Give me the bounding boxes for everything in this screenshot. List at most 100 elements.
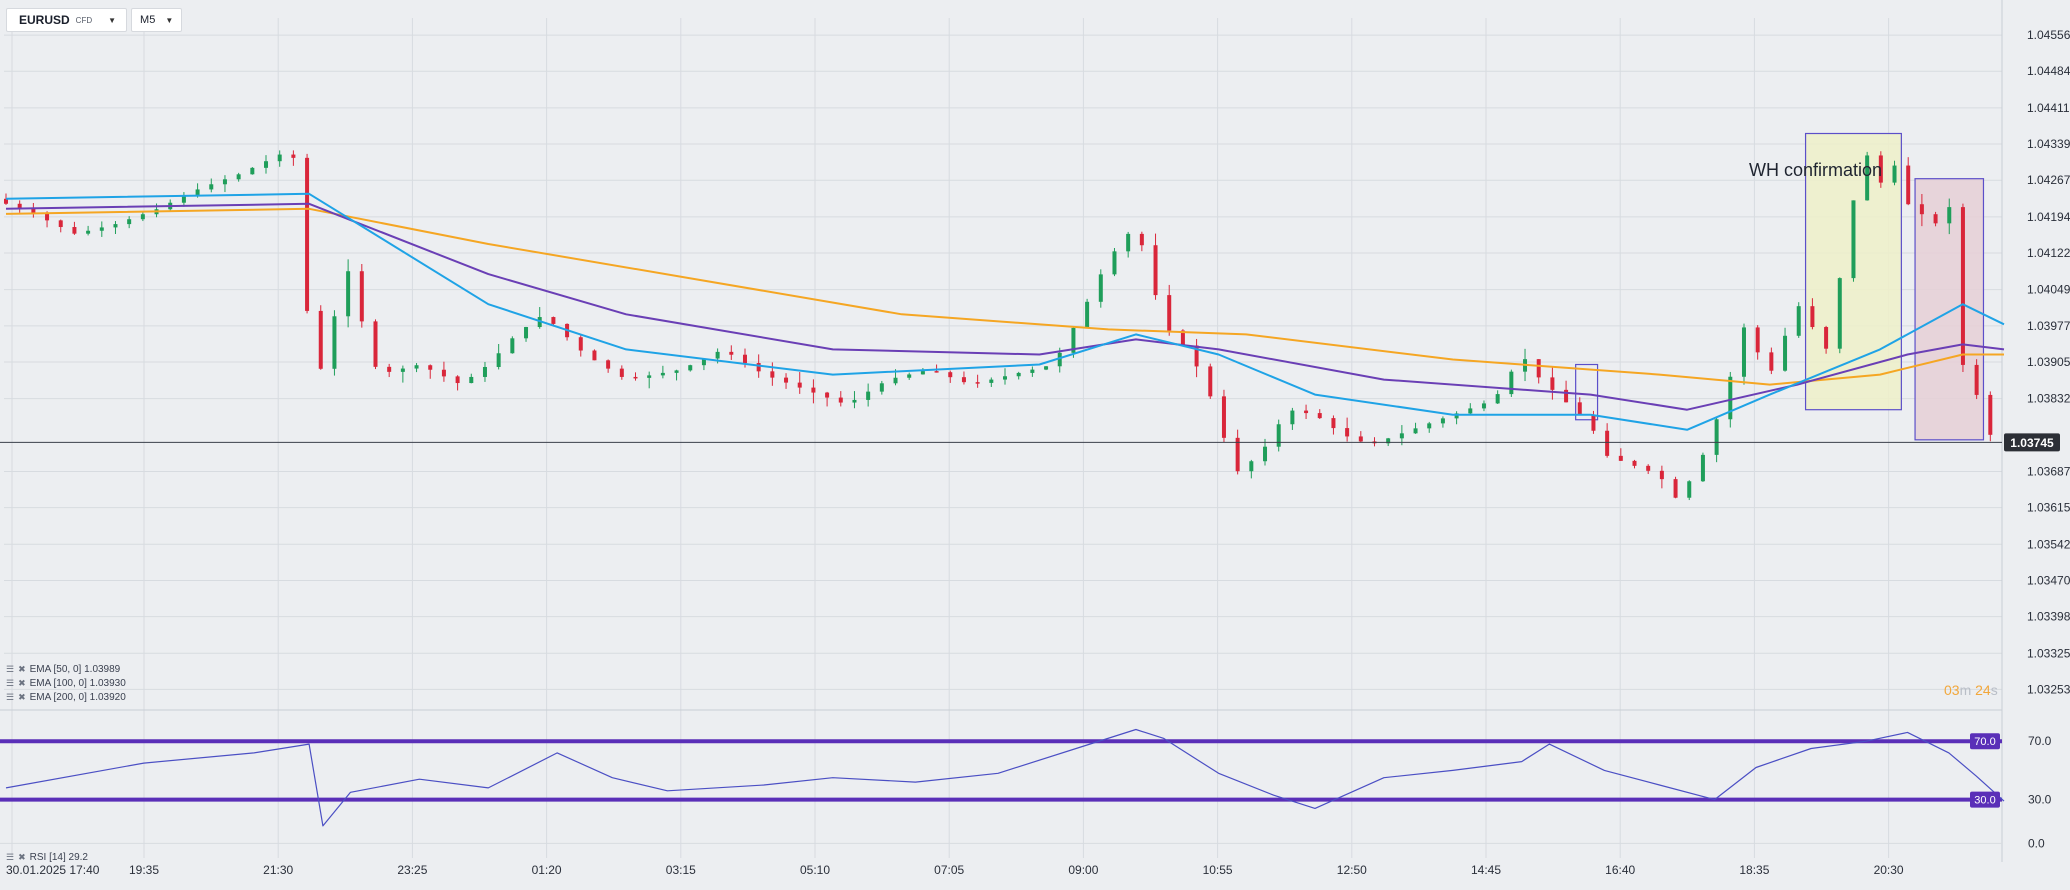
- close-icon[interactable]: ✖: [18, 852, 26, 862]
- candle: [852, 391, 857, 409]
- candle: [1865, 151, 1870, 201]
- price-tick-label: 1.03615: [2027, 501, 2070, 515]
- current-price-line: 1.03745: [0, 433, 2060, 452]
- settings-icon[interactable]: ☰: [6, 692, 15, 702]
- close-icon[interactable]: ✖: [18, 664, 26, 674]
- candle: [1878, 151, 1883, 188]
- candle: [1427, 421, 1432, 433]
- candle: [1837, 277, 1842, 354]
- timeframe-selector[interactable]: M5 ▼: [131, 8, 183, 32]
- candle: [920, 368, 925, 375]
- candle: [961, 371, 966, 385]
- time-tick-label: 14:45: [1471, 863, 1501, 877]
- candle: [1221, 389, 1226, 443]
- price-tick-label: 1.03687: [2027, 464, 2070, 478]
- legend-ema200[interactable]: ☰ ✖ EMA [200, 0] 1.03920: [6, 692, 126, 703]
- instrument-type: CFD: [75, 15, 93, 25]
- candle: [1263, 438, 1268, 466]
- candle: [1687, 480, 1692, 501]
- candle: [1139, 231, 1144, 252]
- candle: [4, 193, 8, 205]
- close-icon[interactable]: ✖: [18, 678, 26, 688]
- candle: [811, 379, 816, 404]
- candle: [825, 391, 830, 407]
- candle: [1358, 431, 1363, 443]
- symbol-name: EURUSD: [19, 13, 70, 27]
- candle: [1933, 211, 1938, 227]
- candle: [592, 349, 597, 361]
- timeframe-value: M5: [140, 14, 156, 26]
- candle: [1481, 400, 1486, 412]
- candle: [387, 363, 392, 378]
- candle: [1919, 193, 1924, 227]
- time-tick-label: 19:35: [129, 863, 159, 877]
- candle: [113, 221, 118, 234]
- candle: [1783, 327, 1788, 372]
- legend-rsi[interactable]: ☰ ✖ RSI [14] 29.2: [6, 852, 88, 863]
- candle: [1796, 302, 1801, 338]
- symbol-selector[interactable]: EURUSD CFD ▼: [6, 8, 128, 32]
- candle: [1851, 200, 1856, 282]
- rsi-tick-label: 30.0: [2028, 793, 2052, 807]
- wh-confirmation-annotation: WH confirmation: [1749, 160, 1883, 180]
- candle: [688, 364, 693, 372]
- candle: [400, 365, 405, 383]
- time-tick-label: 30.01.2025 17:40: [6, 863, 100, 877]
- time-tick-label: 18:35: [1739, 863, 1769, 877]
- rsi-overbought-badge-label: 70.0: [1974, 736, 1995, 748]
- candle: [1714, 416, 1719, 463]
- settings-icon[interactable]: ☰: [6, 678, 15, 688]
- candle: [346, 259, 351, 328]
- candle: [1208, 363, 1213, 399]
- candle: [1030, 366, 1035, 377]
- price-tick-label: 1.03905: [2027, 355, 2070, 369]
- price-tick-label: 1.04484: [2027, 64, 2070, 78]
- candle: [1044, 366, 1049, 371]
- axis-labels: 1.04556 1.04484 1.04411 1.04339 1.04267 1.041…: [6, 28, 2070, 877]
- price-tick-label: 1.04049: [2027, 283, 2070, 297]
- candle: [1304, 404, 1309, 420]
- price-tick-label: 1.04194: [2027, 210, 2070, 224]
- legend-ema50[interactable]: ☰ ✖ EMA [50, 0] 1.03989: [6, 664, 120, 675]
- candle: [797, 372, 802, 394]
- caret-down-icon: ▼: [165, 15, 174, 25]
- candle: [701, 358, 706, 371]
- timer-minutes: 03: [1944, 682, 1960, 698]
- rsi-tick-label: 0.0: [2028, 836, 2045, 850]
- candle: [305, 153, 310, 314]
- candle: [250, 167, 255, 175]
- price-tick-label: 1.04556: [2027, 28, 2070, 42]
- settings-icon[interactable]: ☰: [6, 852, 15, 862]
- candle: [1345, 417, 1350, 442]
- candle: [482, 361, 487, 382]
- candle: [264, 155, 269, 174]
- grid-lines: [0, 0, 2003, 862]
- price-tick-label: 1.04411: [2027, 101, 2070, 115]
- close-icon[interactable]: ✖: [18, 692, 26, 702]
- candle: [1659, 465, 1664, 489]
- candle: [1331, 415, 1336, 435]
- candle: [989, 377, 994, 387]
- price-tick-label: 1.03470: [2027, 573, 2070, 587]
- candle: [1249, 459, 1254, 479]
- candle: [441, 361, 446, 382]
- price-tick-label: 1.03542: [2027, 537, 2070, 551]
- legend-ema100[interactable]: ☰ ✖ EMA [100, 0] 1.03930: [6, 678, 126, 689]
- candle: [222, 175, 227, 193]
- time-tick-label: 12:50: [1337, 863, 1367, 877]
- candle: [660, 365, 665, 379]
- settings-icon[interactable]: ☰: [6, 664, 15, 674]
- candle: [1317, 409, 1322, 419]
- ema-lines: [5, 192, 2005, 431]
- candle: [1673, 476, 1678, 499]
- time-tick-label: 20:30: [1874, 863, 1904, 877]
- candle: [359, 264, 364, 328]
- candle: [127, 216, 132, 229]
- price-tick-label: 1.03253: [2027, 682, 2070, 696]
- candle: [524, 326, 529, 342]
- candle: [414, 363, 419, 373]
- candle: [1153, 233, 1158, 300]
- candlesticks: [4, 150, 1993, 501]
- price-tick-label: 1.03398: [2027, 610, 2070, 624]
